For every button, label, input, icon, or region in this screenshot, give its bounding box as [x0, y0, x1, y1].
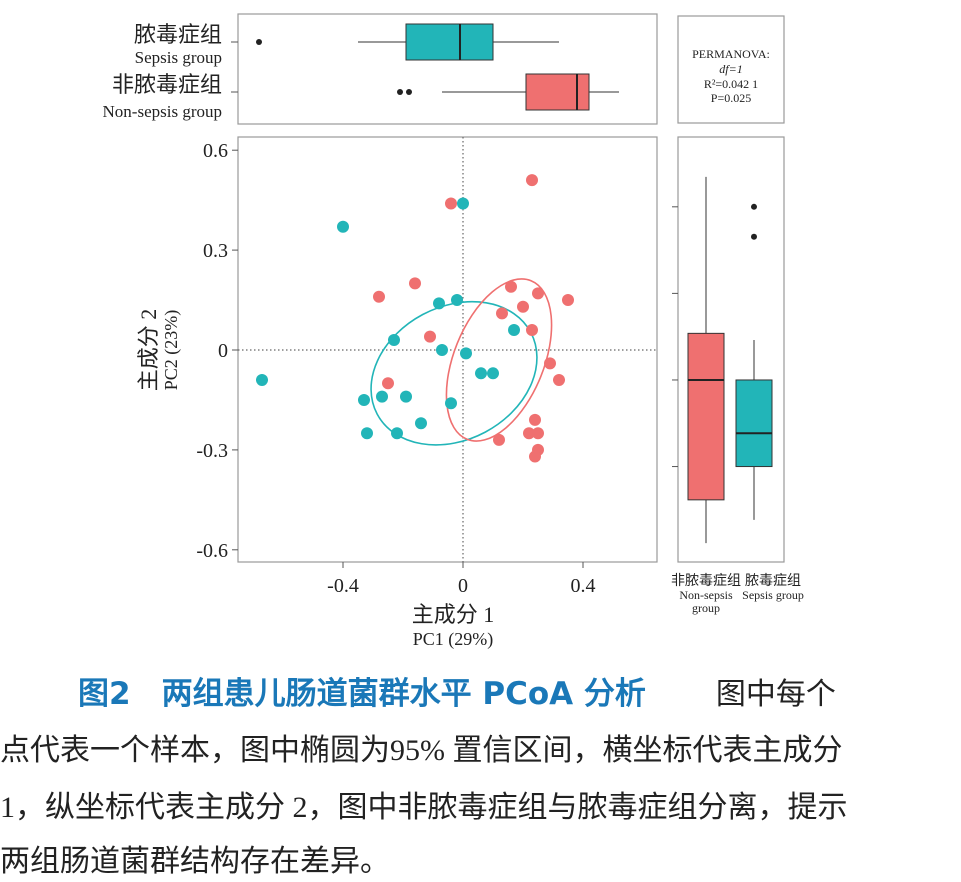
permanova-panel: PERMANOVA: df=1 R²=0.042 1 P=0.025	[677, 15, 785, 124]
top-sepsis-box	[405, 23, 494, 61]
nonsepsis-point	[505, 280, 517, 293]
sepsis-point	[436, 344, 448, 356]
y-tick-label: 0	[218, 340, 228, 362]
right-sepsis-outlier	[751, 203, 757, 210]
sepsis-point	[445, 397, 457, 410]
nonsepsis-point	[496, 307, 508, 320]
nonsepsis-point	[526, 324, 538, 337]
top-boxplot-panel: 脓毒症组 Sepsis group 非脓毒症组 Non-sepsis group	[103, 13, 658, 125]
sepsis-point	[415, 417, 427, 430]
sepsis-point	[376, 390, 388, 403]
nonsepsis-point	[523, 427, 535, 440]
sepsis-point	[400, 390, 412, 403]
scatter-panel: -0.4 0 0.4 0.6 0.3 0 -0.3 -0.6 主成分 1 PC1 (29%)…	[136, 136, 658, 650]
y-axis-title-cn: 主成分 2	[136, 309, 161, 392]
nonsepsis-point	[529, 413, 541, 426]
figure-caption-line1: 图2 两组患儿肠道菌群水平 PCoA 分析 图中每个	[0, 668, 961, 713]
top-label-sepsis-cn: 脓毒症组	[134, 22, 222, 47]
nonsepsis-point	[493, 433, 505, 446]
permanova-df: df=1	[719, 62, 742, 76]
nonsepsis-point	[382, 377, 394, 390]
nonsepsis-point	[445, 197, 457, 210]
top-nonsepsis-outlier	[397, 89, 403, 95]
nonsepsis-point	[562, 294, 574, 307]
top-label-nonsepsis-en: Non-sepsis group	[103, 102, 222, 121]
right-sepsis-outlier	[751, 233, 757, 240]
y-axis-title-en: PC2 (23%)	[161, 310, 182, 391]
sepsis-point	[457, 197, 469, 210]
right-panel-frame	[677, 136, 785, 563]
sepsis-point	[358, 393, 370, 406]
top-label-sepsis-en: Sepsis group	[135, 48, 222, 67]
figure-caption-line1-tail: 图中每个	[715, 678, 836, 711]
sepsis-point	[475, 367, 487, 380]
permanova-r2: R²=0.042 1	[704, 77, 758, 91]
right-label-sepsis-en: Sepsis group	[742, 588, 804, 602]
right-boxplot-panel: 非脓毒症组 Non-sepsis group 脓毒症组 Sepsis group	[671, 136, 804, 615]
x-tick-label: 0.4	[571, 575, 596, 597]
permanova-title: PERMANOVA:	[692, 47, 770, 61]
sepsis-point	[460, 347, 472, 360]
x-axis-title-en: PC1 (29%)	[413, 629, 494, 650]
nonsepsis-point	[544, 357, 556, 370]
nonsepsis-point	[553, 373, 565, 386]
confidence-ellipse-nonsepsis	[445, 278, 553, 442]
top-label-nonsepsis-cn: 非脓毒症组	[112, 72, 222, 97]
sepsis-point	[388, 334, 400, 347]
figure-caption-line4: 两组肠道菌群结构存在差异。	[0, 845, 390, 878]
permanova-frame	[677, 15, 785, 124]
sepsis-point	[433, 297, 445, 310]
sepsis-point	[256, 373, 268, 386]
right-nonsepsis-box	[687, 332, 725, 501]
top-nonsepsis-box	[525, 73, 590, 111]
sepsis-point	[508, 324, 520, 337]
right-label-nonsepsis-en2: group	[692, 601, 720, 615]
y-tick-label: 0.6	[203, 140, 228, 162]
right-label-nonsepsis-cn: 非脓毒症组	[671, 572, 741, 589]
right-label-nonsepsis-en1: Non-sepsis	[679, 588, 733, 602]
y-tick-label: -0.6	[196, 540, 228, 562]
right-sepsis-box	[735, 379, 773, 468]
nonsepsis-point	[517, 300, 529, 313]
pcoa-figure: 脓毒症组 Sepsis group 非脓毒症组 Non-sepsis group…	[103, 13, 804, 650]
permanova-p: P=0.025	[711, 91, 751, 105]
nonsepsis-point	[526, 174, 538, 187]
top-nonsepsis-outlier	[406, 89, 412, 95]
sepsis-point	[451, 294, 463, 307]
sepsis-point	[391, 427, 403, 440]
nonsepsis-point	[373, 290, 385, 303]
x-tick-label: 0	[458, 575, 468, 597]
figure-caption-line3: 1，纵坐标代表主成分 2，图中非脓毒症组与脓毒症组分离，提示	[0, 791, 848, 824]
figure-caption-title: 图2 两组患儿肠道菌群水平 PCoA 分析	[78, 676, 646, 712]
top-panel-frame	[237, 13, 658, 125]
y-tick-label: 0.3	[203, 240, 228, 262]
sepsis-point	[487, 367, 499, 380]
figure-caption-line2: 点代表一个样本，图中椭圆为95% 置信区间，横坐标代表主成分	[0, 734, 843, 767]
nonsepsis-point	[532, 427, 544, 440]
right-label-sepsis-cn: 脓毒症组	[745, 572, 801, 589]
x-axis-title-cn: 主成分 1	[412, 602, 495, 627]
sepsis-point	[361, 427, 373, 440]
x-tick-label: -0.4	[327, 575, 359, 597]
sepsis-point	[337, 220, 349, 233]
nonsepsis-point	[532, 287, 544, 300]
nonsepsis-point	[424, 330, 436, 343]
top-sepsis-outlier	[256, 39, 262, 45]
nonsepsis-point	[529, 450, 541, 463]
nonsepsis-point	[409, 277, 421, 290]
y-tick-label: -0.3	[196, 440, 228, 462]
